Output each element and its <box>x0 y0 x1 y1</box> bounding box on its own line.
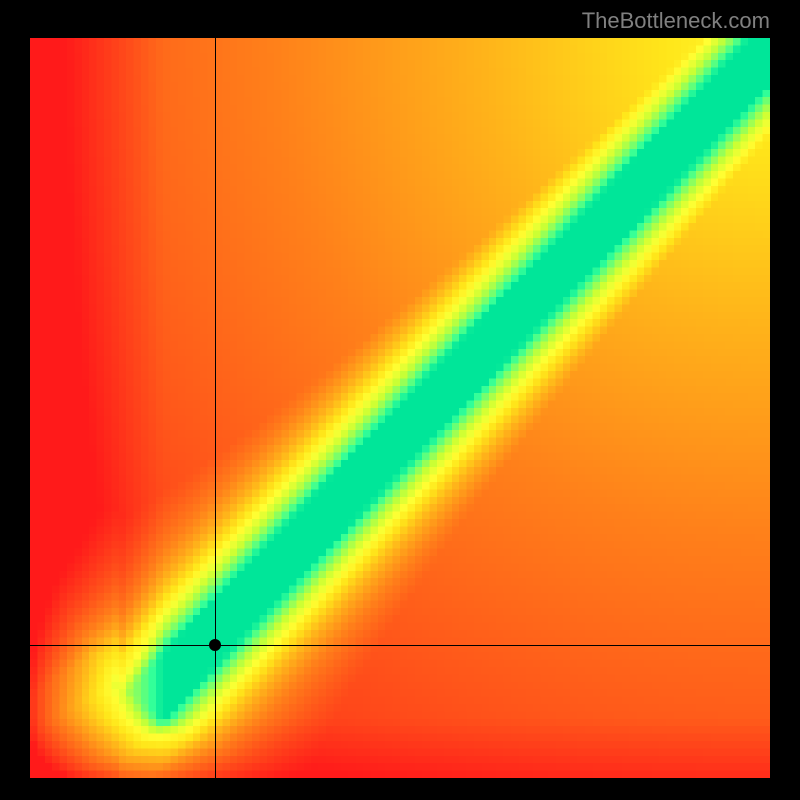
selection-marker <box>209 639 221 651</box>
crosshair-vertical <box>215 38 216 778</box>
bottleneck-heatmap <box>30 38 770 778</box>
watermark-text: TheBottleneck.com <box>582 8 770 34</box>
heatmap-canvas <box>30 38 770 778</box>
crosshair-horizontal <box>30 645 770 646</box>
